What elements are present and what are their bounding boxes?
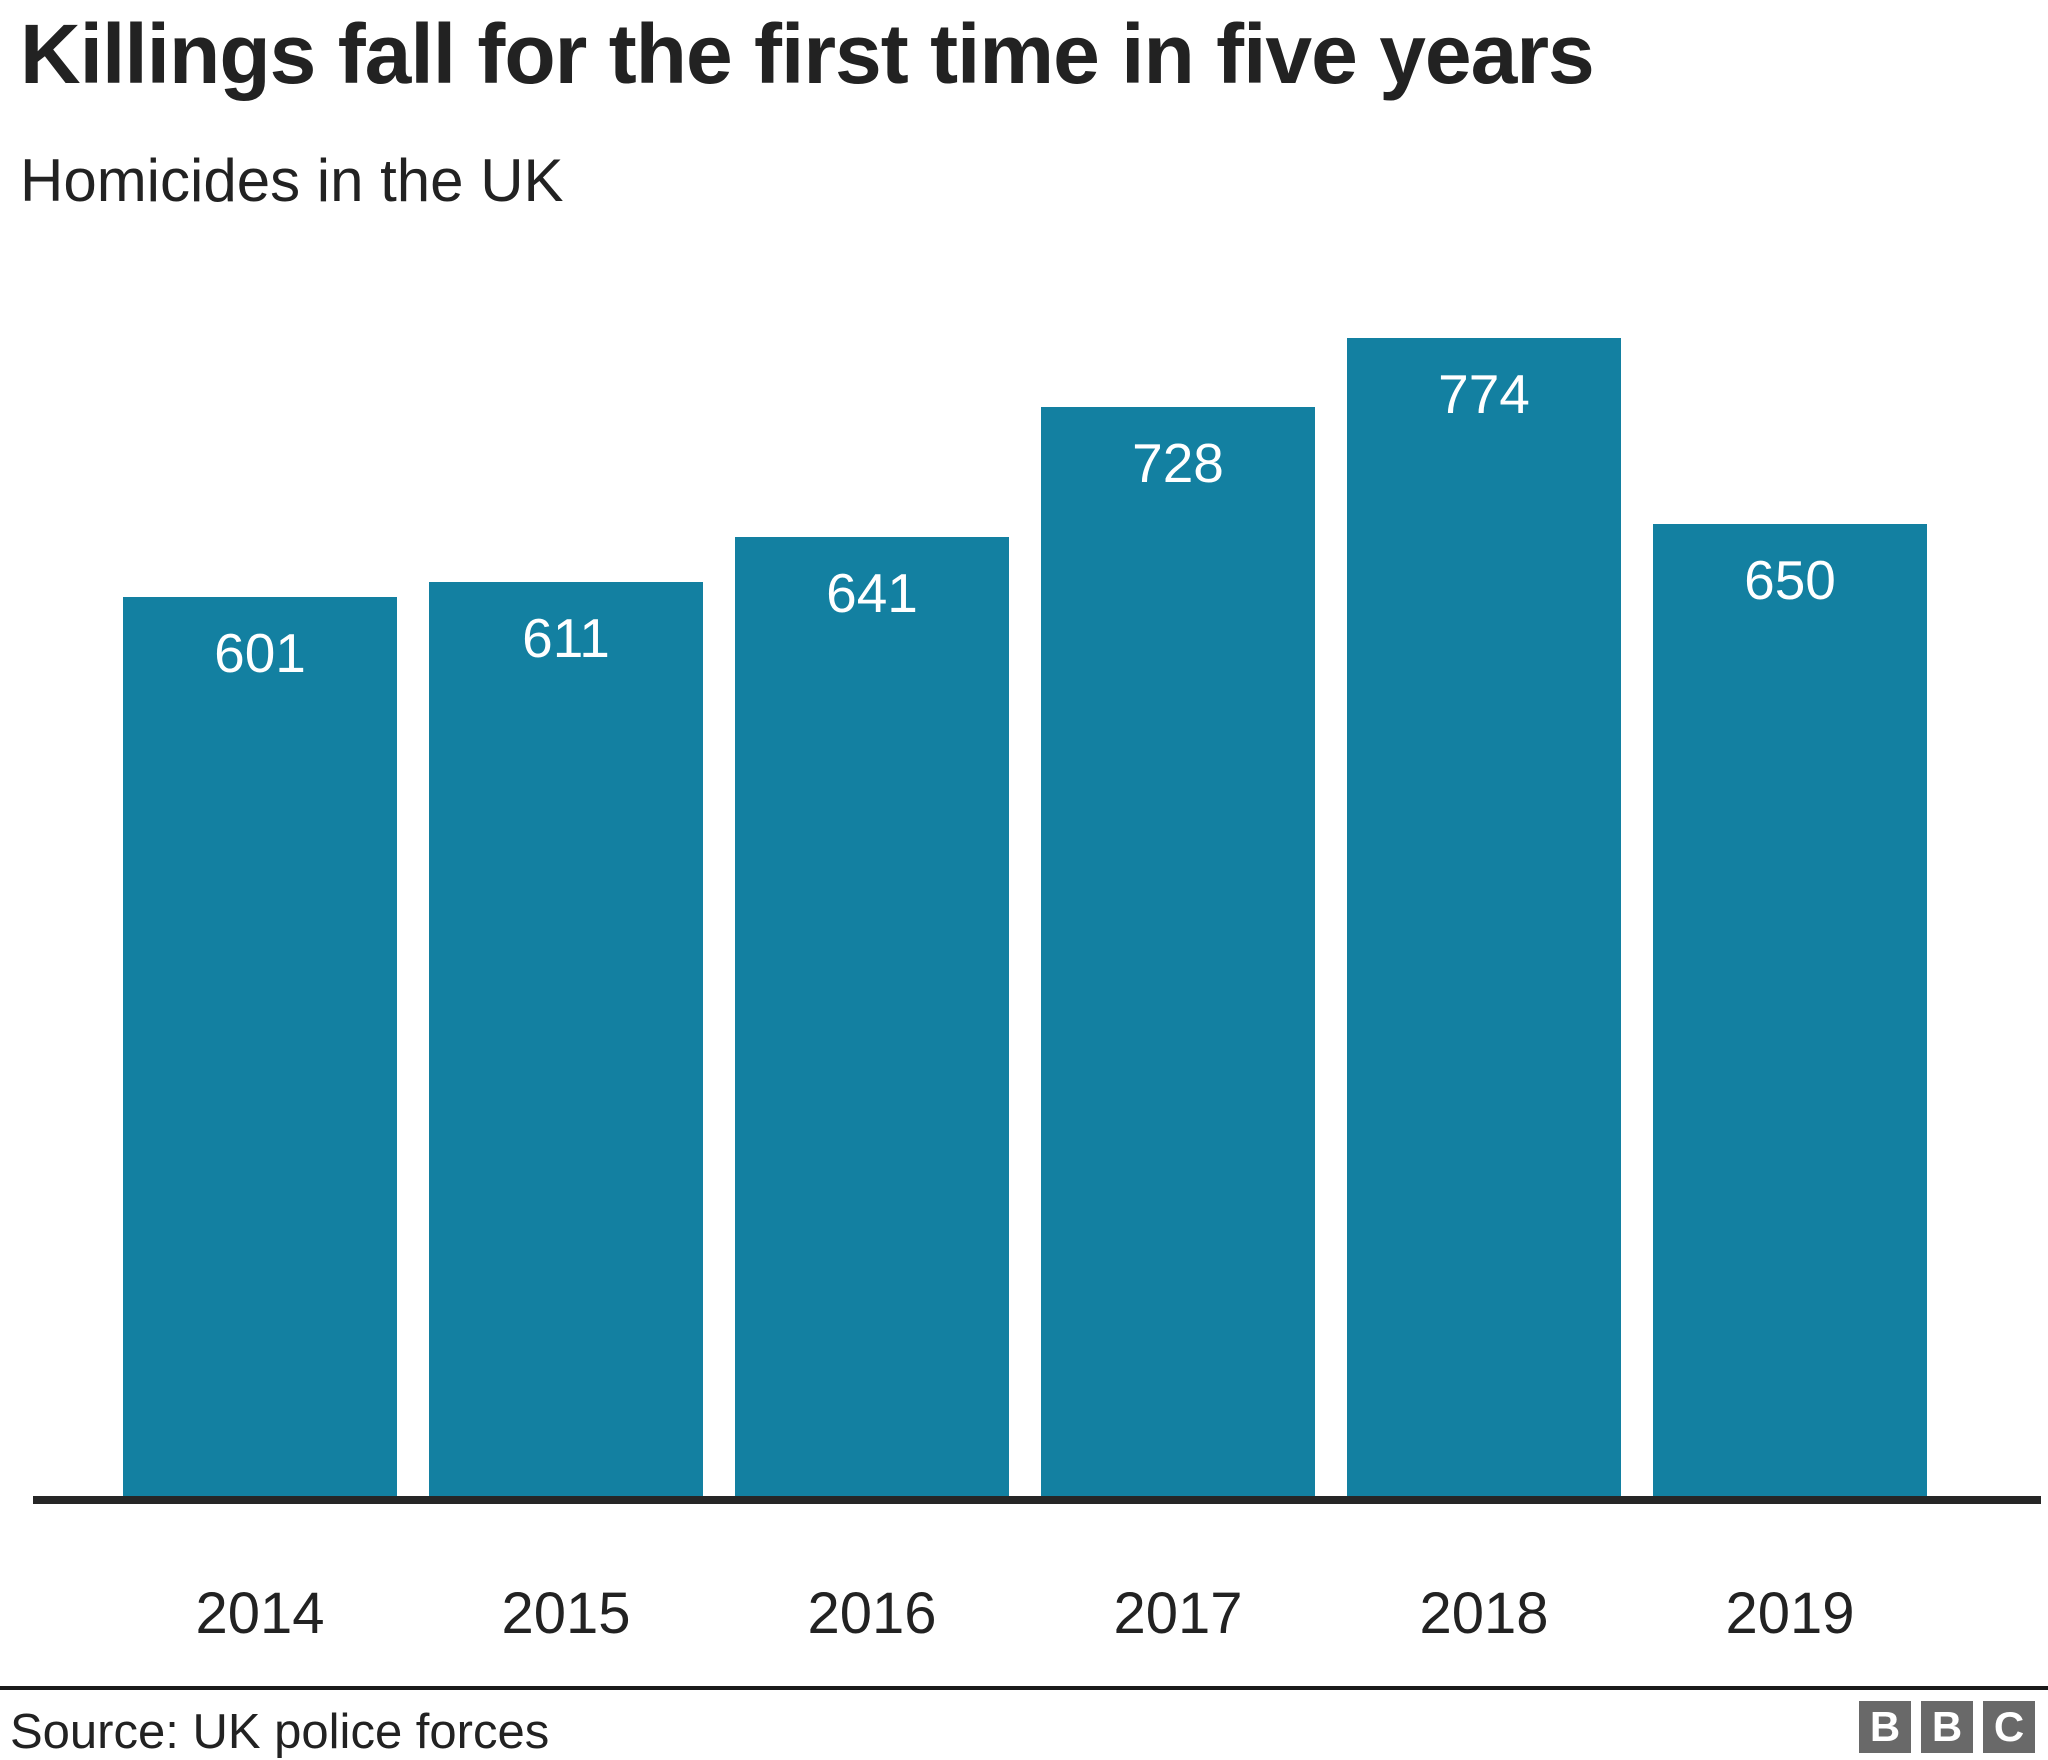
bar-2018: 774 — [1347, 338, 1621, 1496]
bbc-logo-letter-3: C — [1983, 1701, 2035, 1753]
x-tick-label-2016: 2016 — [807, 1581, 937, 1646]
bar-value-label: 728 — [1132, 431, 1224, 494]
x-tick-label-2019: 2019 — [1725, 1581, 1855, 1646]
x-tick-label-2017: 2017 — [1113, 1581, 1243, 1646]
bar-2016: 641 — [735, 537, 1009, 1496]
bar-2015: 611 — [429, 581, 703, 1496]
bar-value-label: 650 — [1744, 548, 1836, 611]
chart-subtitle: Homicides in the UK — [20, 147, 564, 214]
plot-area: 601 611 641 728 774 650 — [33, 338, 2041, 1504]
bar-2019: 650 — [1653, 523, 1927, 1496]
bar-value-label: 641 — [826, 562, 918, 624]
footer-divider — [0, 1686, 2048, 1690]
x-labels: 2014 2015 2016 2017 2018 2019 — [33, 1580, 2041, 1647]
bar-2017: 728 — [1041, 406, 1315, 1496]
chart-title: Killings fall for the first time in five… — [20, 7, 1595, 101]
bar-value-label: 774 — [1438, 363, 1530, 425]
x-tick-label-2015: 2015 — [501, 1581, 631, 1646]
source-text: Source: UK police forces — [10, 1705, 550, 1759]
bbc-logo-letter-1: B — [1859, 1701, 1911, 1753]
bar-2014: 601 — [123, 596, 397, 1496]
bar-value-label: 601 — [214, 621, 306, 684]
x-tick-label-2014: 2014 — [195, 1581, 325, 1646]
bars: 601 611 641 728 774 650 — [33, 338, 2041, 1496]
bbc-logo-letter-2: B — [1921, 1701, 1973, 1753]
x-tick-label-2018: 2018 — [1419, 1581, 1549, 1646]
bar-value-label: 611 — [522, 606, 610, 669]
